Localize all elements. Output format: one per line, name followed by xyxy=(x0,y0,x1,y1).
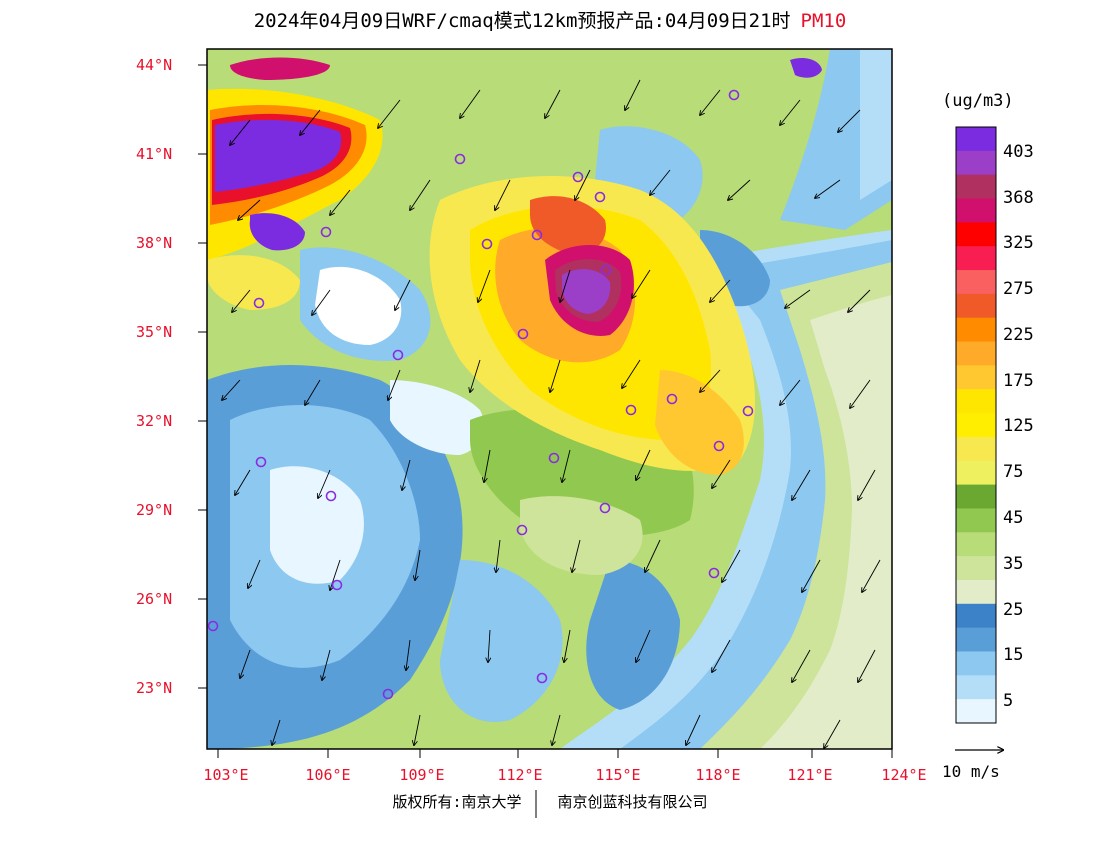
colorbar-label: 35 xyxy=(1003,554,1024,574)
colorbar-swatch xyxy=(956,293,996,319)
colorbar-label: 403 xyxy=(1003,142,1034,162)
footer-copyright: 版权所有:南京大学 xyxy=(392,793,522,811)
colorbar-swatch xyxy=(956,532,996,557)
colorbar-swatch xyxy=(956,603,996,629)
colorbar-swatch xyxy=(956,365,996,390)
colorbar-label: 25 xyxy=(1003,600,1024,620)
lat-label: 29°N xyxy=(136,501,173,519)
footer: 版权所有:南京大学 南京创蓝科技有限公司 xyxy=(0,791,1100,812)
colorbar-label: 175 xyxy=(1003,371,1034,391)
colorbar-swatch xyxy=(956,317,996,343)
colorbar-swatch xyxy=(956,508,996,533)
colorbar-swatch xyxy=(956,150,996,176)
lon-label: 118°E xyxy=(695,766,741,784)
colorbar-swatch xyxy=(956,579,996,605)
lat-label: 23°N xyxy=(136,679,173,697)
colorbar-label: 45 xyxy=(1003,508,1024,528)
lat-label: 44°N xyxy=(136,56,173,74)
map-frame xyxy=(206,48,893,750)
colorbar-frame xyxy=(955,126,997,724)
colorbar-swatch xyxy=(956,436,996,462)
colorbar-unit: (ug/m3) xyxy=(942,91,1014,111)
lon-label: 109°E xyxy=(399,766,445,784)
lat-label: 32°N xyxy=(136,412,173,430)
colorbar-swatch xyxy=(956,222,996,247)
colorbar xyxy=(956,127,996,724)
colorbar-swatch xyxy=(956,389,996,414)
colorbar-swatch xyxy=(956,556,996,581)
wind-scale-label: 10 m/s xyxy=(942,762,1000,781)
city-markers xyxy=(207,89,754,700)
colorbar-swatch xyxy=(956,270,996,295)
title-main: 2024年04月09日WRF/cmaq模式12km预报产品:04月09日21时 xyxy=(253,10,791,32)
colorbar-swatch xyxy=(956,174,996,200)
lat-label: 38°N xyxy=(136,234,173,252)
wind-vectors xyxy=(222,79,881,748)
colorbar-label: 368 xyxy=(1003,188,1034,208)
axis-ticks xyxy=(198,64,893,758)
colorbar-swatch xyxy=(956,341,996,366)
colorbar-label: 325 xyxy=(1003,233,1034,253)
colorbar-swatch xyxy=(956,484,996,509)
colorbar-swatch xyxy=(956,413,996,438)
colorbar-swatch xyxy=(956,127,996,152)
lon-label: 103°E xyxy=(203,766,249,784)
colorbar-swatch xyxy=(956,699,996,724)
lon-label: 106°E xyxy=(305,766,351,784)
colorbar-label: 15 xyxy=(1003,645,1024,665)
colorbar-label: 5 xyxy=(1003,691,1014,711)
colorbar-label: 75 xyxy=(1003,462,1024,482)
map-title: 2024年04月09日WRF/cmaq模式12km预报产品:04月09日21时 P… xyxy=(0,6,1100,33)
lon-label: 115°E xyxy=(595,766,641,784)
lat-label: 41°N xyxy=(136,145,173,163)
colorbar-swatch xyxy=(956,460,996,486)
title-variable: PM10 xyxy=(800,10,847,32)
lat-label: 35°N xyxy=(136,323,173,341)
colorbar-label: 225 xyxy=(1003,325,1034,345)
colorbar-swatch xyxy=(956,675,996,700)
lon-label: 121°E xyxy=(787,766,833,784)
pm10-field xyxy=(207,49,892,749)
colorbar-swatch xyxy=(956,627,996,652)
colorbar-swatch xyxy=(956,246,996,271)
colorbar-label: 275 xyxy=(1003,279,1034,299)
lon-label: 112°E xyxy=(497,766,543,784)
colorbar-label: 125 xyxy=(1003,416,1034,436)
lon-label: 124°E xyxy=(881,766,927,784)
footer-company: 南京创蓝科技有限公司 xyxy=(557,793,708,811)
colorbar-swatch xyxy=(956,198,996,223)
lat-label: 26°N xyxy=(136,590,173,608)
colorbar-swatch xyxy=(956,651,996,676)
